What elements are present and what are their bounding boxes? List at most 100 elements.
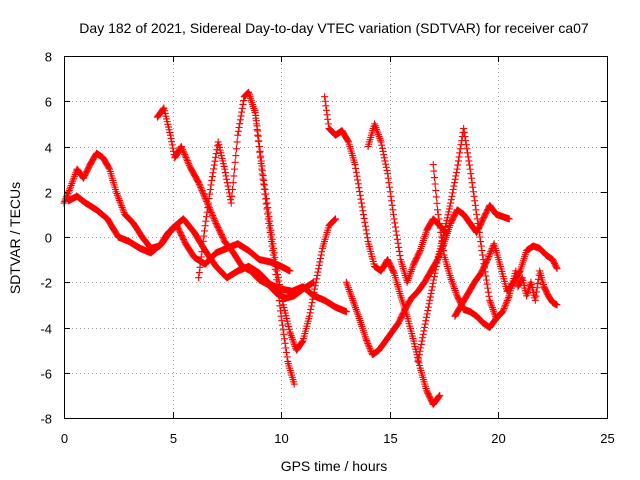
data-point <box>272 258 280 266</box>
data-point <box>436 391 444 399</box>
data-point <box>380 151 388 159</box>
data-point <box>312 278 320 286</box>
data-point <box>231 158 239 166</box>
data-point <box>379 147 387 155</box>
data-point <box>467 170 475 178</box>
data-point <box>264 208 272 216</box>
data-point <box>475 224 483 232</box>
data-point <box>534 275 542 283</box>
data-point <box>384 174 392 182</box>
data-point <box>464 149 472 157</box>
data-point <box>486 249 494 257</box>
data-point <box>503 297 511 305</box>
data-point <box>199 190 207 198</box>
data-point <box>221 165 229 173</box>
data-point <box>355 184 363 192</box>
data-point <box>212 150 220 158</box>
data-point <box>196 263 204 271</box>
data-point <box>442 220 450 228</box>
data-point <box>166 131 174 139</box>
data-point <box>425 300 433 308</box>
data-point <box>318 248 326 256</box>
data-point <box>394 239 402 247</box>
data-point <box>553 265 561 273</box>
data-point <box>114 193 122 201</box>
data-point <box>322 102 330 110</box>
data-point <box>352 164 360 172</box>
data-point <box>420 327 428 335</box>
series-track-10 <box>429 161 500 331</box>
y-tick-label: 2 <box>45 186 52 201</box>
data-point <box>277 307 285 315</box>
data-point <box>430 174 438 182</box>
data-point <box>254 127 262 135</box>
data-point <box>423 313 431 321</box>
data-point <box>430 276 438 284</box>
data-point <box>447 199 455 207</box>
data-point <box>195 180 203 188</box>
series-track-12 <box>514 267 561 309</box>
data-point <box>262 190 270 198</box>
data-point <box>439 242 447 250</box>
data-point <box>232 152 240 160</box>
data-point <box>306 309 314 317</box>
data-point <box>199 188 207 196</box>
y-tick-label: 4 <box>45 141 52 156</box>
data-point <box>233 138 241 146</box>
data-point <box>269 240 277 248</box>
data-point <box>484 254 492 262</box>
data-point <box>466 161 474 169</box>
data-point <box>417 340 425 348</box>
data-point <box>426 293 434 301</box>
data-point <box>182 153 190 161</box>
data-point <box>118 203 126 211</box>
data-point <box>436 224 444 232</box>
data-point <box>449 189 457 197</box>
data-point <box>472 206 480 214</box>
data-point <box>251 106 259 114</box>
data-point <box>119 205 127 213</box>
data-point <box>378 144 386 152</box>
data-point <box>382 163 390 171</box>
data-point <box>315 261 323 269</box>
data-point <box>445 205 453 213</box>
data-point <box>236 116 244 124</box>
series-track-9 <box>414 124 520 365</box>
data-point <box>482 272 490 280</box>
data-point <box>423 310 431 318</box>
data-point <box>504 295 512 303</box>
data-point <box>195 269 203 277</box>
data-point <box>271 253 279 261</box>
data-point <box>262 195 270 203</box>
ticks: 0 5 10 15 20 25 -8 -6 -4 -2 0 2 4 6 8 <box>40 50 614 447</box>
data-point <box>437 233 445 241</box>
data-point <box>380 154 388 162</box>
data-point <box>178 144 186 152</box>
x-tick-label: 0 <box>61 431 68 446</box>
data-point <box>252 111 260 119</box>
data-point <box>277 291 285 299</box>
data-point <box>253 122 261 130</box>
data-point <box>416 347 424 355</box>
data-point <box>477 242 485 250</box>
data-point <box>208 176 216 184</box>
data-point <box>473 215 481 223</box>
data-point <box>456 145 464 153</box>
data-point <box>275 277 283 285</box>
data-point <box>168 141 176 149</box>
data-point <box>419 334 427 342</box>
data-point <box>360 214 368 222</box>
y-tick-label: 0 <box>45 231 52 246</box>
data-points <box>60 88 561 408</box>
y-tick-label: 8 <box>45 50 52 65</box>
data-point <box>307 305 315 313</box>
data-point <box>275 281 283 289</box>
data-point <box>331 216 339 224</box>
data-point <box>361 222 369 230</box>
data-point <box>552 263 560 271</box>
x-tick-label: 10 <box>274 431 288 446</box>
data-point <box>484 256 492 264</box>
data-point <box>501 303 509 311</box>
data-point <box>430 273 438 281</box>
data-point <box>314 268 322 276</box>
